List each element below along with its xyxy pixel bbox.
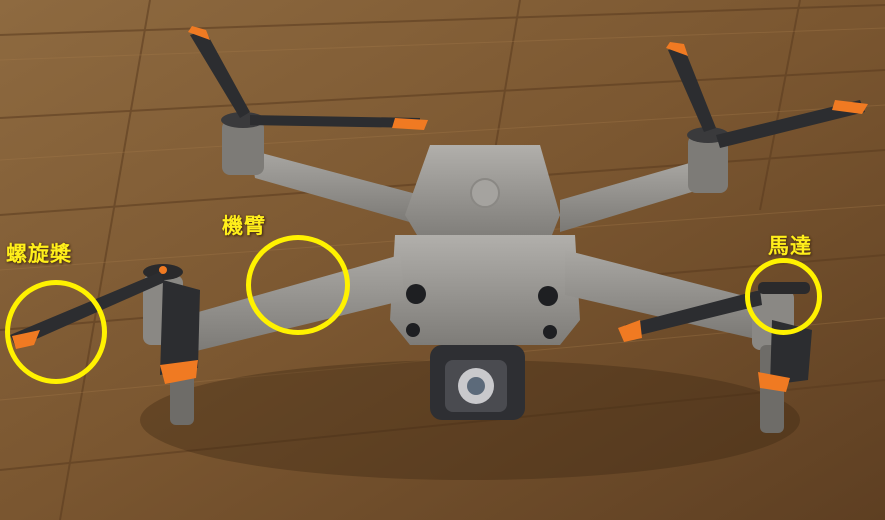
drone-front-body [390,235,580,345]
rear-left-motor [222,120,264,175]
front-right-arm [565,250,760,340]
propeller-label: 螺旋槳 [6,242,72,266]
front-right-propeller-blade [625,290,762,338]
motor-label: 馬達 [768,234,812,258]
left-vision-sensor [406,284,426,304]
arm-callout-circle [246,235,350,335]
arm-label: 機臂 [222,214,266,238]
motor-callout-circle [745,258,822,335]
right-vision-sensor [538,286,558,306]
rear-right-arm [560,160,705,232]
rear-right-motor [688,135,728,193]
propeller-callout-circle [5,280,107,384]
rear-left-arm [250,150,420,225]
rear-left-propeller-blade [190,30,250,118]
rear-right-propeller-blade [668,45,716,132]
